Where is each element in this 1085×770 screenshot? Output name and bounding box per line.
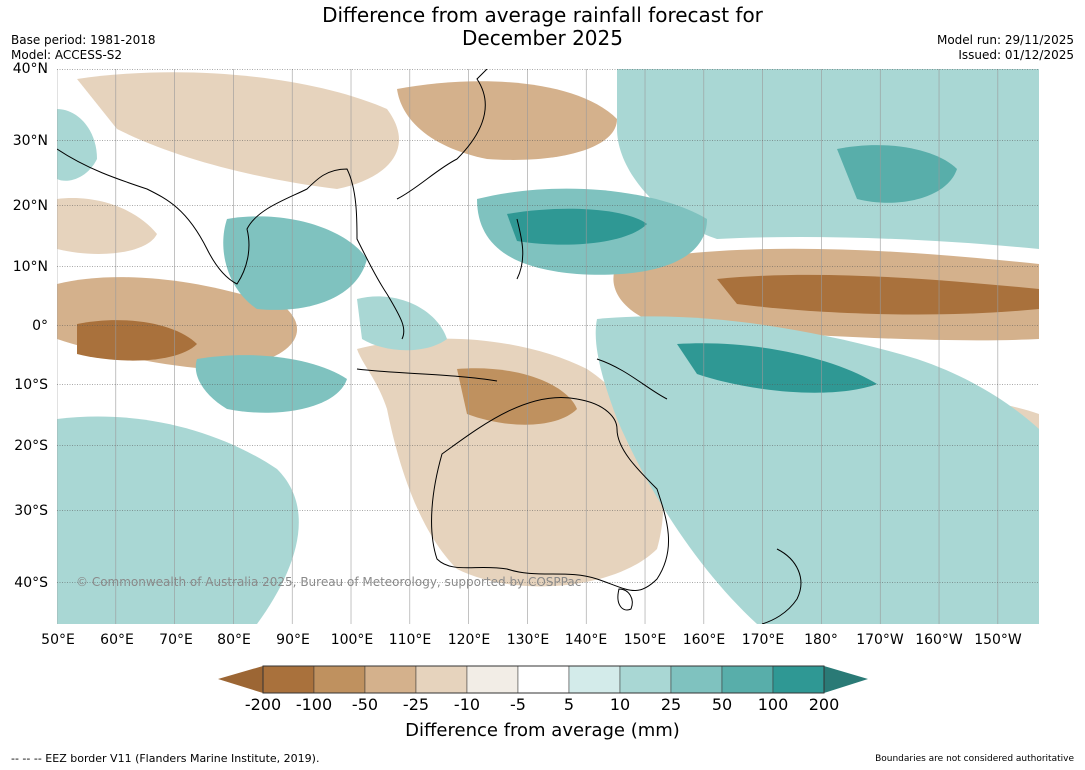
- colorbar-tick: -25: [402, 695, 430, 714]
- lat-label-10s: 10°S: [14, 377, 48, 393]
- lon-label: 150°E: [623, 632, 667, 648]
- model-run: Model run: 29/11/2025: [936, 33, 1074, 47]
- coast-malay: [386, 293, 405, 340]
- wet-anomaly-region: [677, 343, 877, 393]
- wet-anomaly-region: [223, 216, 367, 310]
- dry-anomaly-region: [457, 368, 577, 425]
- new-zealand-outline: [761, 548, 802, 624]
- lon-label: 110°E: [388, 632, 432, 648]
- anomaly-fields: [57, 69, 1039, 624]
- rainfall-map: [57, 69, 1039, 624]
- wet-anomaly-region: [595, 316, 1039, 624]
- colorbar-tick: -5: [510, 695, 526, 714]
- colorbar-tick: 5: [563, 695, 575, 714]
- lon-label: 50°E: [41, 632, 75, 648]
- colorbar-cell: [313, 665, 366, 694]
- map-gridlines: [57, 69, 1039, 624]
- colorbar-cell: [619, 665, 672, 694]
- colorbar-cell: [772, 665, 825, 694]
- eez-note: -- -- -- EEZ border V11 (Flanders Marine…: [11, 752, 320, 765]
- lon-label: 80°E: [217, 632, 251, 648]
- lon-label: 90°E: [276, 632, 310, 648]
- lon-label: 160°E: [682, 632, 726, 648]
- lat-label-10n: 10°N: [12, 259, 48, 275]
- lon-label: 160°W: [915, 632, 963, 648]
- lon-label: 130°E: [506, 632, 550, 648]
- title-line-2: December 2025: [462, 26, 623, 50]
- colorbar-tick: 200: [808, 695, 840, 714]
- colorbar-tick: 10: [609, 695, 631, 714]
- philippines-outline: [516, 218, 524, 280]
- colorbar-cell: [364, 665, 417, 694]
- wet-anomaly-region: [837, 145, 957, 203]
- boundary-disclaimer: Boundaries are not considered authoritat…: [875, 754, 1074, 764]
- wet-anomaly-region: [617, 69, 1039, 249]
- colorbar-arrow-low: [218, 666, 263, 693]
- wet-anomaly-region: [507, 208, 647, 245]
- lon-label: 150°W: [974, 632, 1022, 648]
- tasmania-outline: [617, 588, 633, 611]
- dry-anomaly-region: [717, 274, 1039, 315]
- lon-label: 120°E: [447, 632, 491, 648]
- colorbar-cell: [568, 665, 621, 694]
- dry-anomaly-region: [357, 338, 664, 587]
- colorbar-tick: 25: [660, 695, 682, 714]
- colorbar-tick: 100: [757, 695, 789, 714]
- colorbar-tick: -200: [244, 695, 282, 714]
- model-name: Model: ACCESS-S2: [11, 48, 123, 62]
- australia-outline: [431, 397, 670, 592]
- lon-label: 180°: [804, 632, 838, 648]
- new-guinea-outline: [596, 358, 668, 400]
- lon-label: 170°E: [741, 632, 785, 648]
- colorbar: [218, 665, 870, 699]
- colorbar-tick: -100: [295, 695, 333, 714]
- colorbar-tick: 50: [711, 695, 733, 714]
- chart-title: Difference from average rainfall forecas…: [0, 4, 1085, 50]
- dry-anomaly-region: [77, 72, 399, 189]
- indonesia-outline: [356, 368, 498, 382]
- lon-label: 60°E: [100, 632, 134, 648]
- copyright-text: © Commonwealth of Australia 2025, Bureau…: [76, 575, 582, 589]
- colorbar-cell: [262, 665, 315, 694]
- colorbar-graphic: [218, 665, 868, 694]
- dry-anomaly-region: [77, 320, 197, 361]
- lat-label-40n: 40°N: [12, 61, 48, 77]
- coast-asia-south: [57, 148, 388, 295]
- lat-label-equator: 0°: [32, 318, 48, 334]
- base-period: Base period: 1981-2018: [11, 33, 156, 47]
- lon-label: 170°W: [856, 632, 904, 648]
- colorbar-cell: [670, 665, 723, 694]
- coastlines: [57, 69, 802, 624]
- meta-right: Model run: 29/11/2025 Issued: 01/12/2025: [937, 33, 1074, 63]
- map-canvas: [57, 69, 1039, 624]
- colorbar-cell: [415, 665, 468, 694]
- colorbar-label: Difference from average (mm): [405, 720, 680, 741]
- colorbar-arrow-high: [824, 666, 868, 693]
- wet-anomaly-region: [57, 109, 97, 181]
- dry-anomaly-region: [57, 198, 157, 254]
- colorbar-cell: [517, 665, 570, 694]
- colorbar-cell: [721, 665, 774, 694]
- issued-date: Issued: 01/12/2025: [958, 48, 1074, 62]
- colorbar-tick: -10: [453, 695, 481, 714]
- lon-label: 100°E: [330, 632, 374, 648]
- title-line-1: Difference from average rainfall forecas…: [322, 3, 763, 27]
- meta-left: Base period: 1981-2018 Model: ACCESS-S2: [11, 33, 156, 63]
- lat-label-20s: 20°S: [14, 438, 48, 454]
- colorbar-border: [262, 665, 825, 694]
- lon-label: 70°E: [159, 632, 193, 648]
- colorbar-tick: -50: [351, 695, 379, 714]
- lon-label: 140°E: [564, 632, 608, 648]
- lat-label-40s: 40°S: [14, 575, 48, 591]
- coast-china: [396, 69, 488, 200]
- lat-label-20n: 20°N: [12, 198, 48, 214]
- lat-label-30n: 30°N: [12, 133, 48, 149]
- colorbar-cells: [262, 665, 825, 694]
- wet-anomaly-region: [57, 416, 299, 624]
- colorbar-cell: [466, 665, 519, 694]
- lat-label-30s: 30°S: [14, 503, 48, 519]
